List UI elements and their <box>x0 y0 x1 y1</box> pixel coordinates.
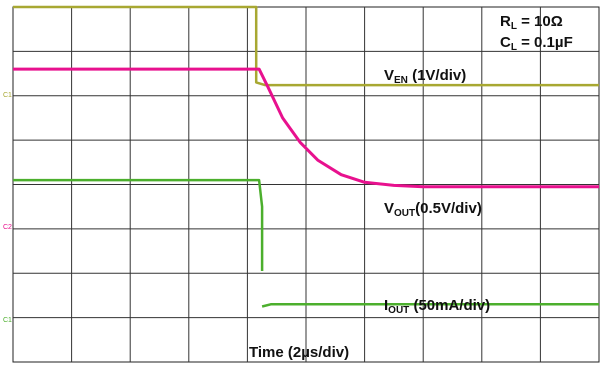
cl-condition-label: CL = 0.1µF <box>500 34 573 53</box>
iout-label-sub: OUT <box>388 305 410 316</box>
channel-marker-c1-iout: C1 <box>3 317 12 324</box>
channel-marker-c2-vout: C2 <box>3 224 12 231</box>
ven-label-main: V <box>384 67 395 84</box>
cl-subscript: L <box>510 42 517 53</box>
cl-symbol: C <box>500 34 511 51</box>
rl-condition-label: RL = 10Ω <box>500 13 563 32</box>
vout-trace-label: VOUT(0.5V/div) <box>384 200 482 219</box>
rl-symbol: R <box>500 13 511 30</box>
vout-label-scale: (0.5V/div) <box>415 200 482 217</box>
rl-value: = 10 <box>516 13 551 30</box>
traces <box>13 5 599 308</box>
vout-label-sub: OUT <box>394 208 416 219</box>
rl-ohm-symbol: Ω <box>550 13 563 30</box>
ven-label-sub: EN <box>394 75 408 86</box>
iout-label-scale: (50mA/div) <box>409 297 491 314</box>
trace-vout-c2 <box>13 178 264 271</box>
iout-trace-label: IOUT (50mA/div) <box>384 297 491 316</box>
rl-subscript: L <box>510 21 517 32</box>
time-scale-micro: µ <box>301 344 310 361</box>
ven-trace-label: VEN (1V/div) <box>384 67 467 86</box>
ven-label-scale: (1V/div) <box>407 67 467 84</box>
time-scale-unit: s/div) <box>309 344 350 361</box>
channel-marker-c1-ven: C1 <box>3 92 12 99</box>
cl-value: = 0.1 <box>516 34 555 51</box>
time-scale-label: Time (2µs/div) <box>249 344 349 361</box>
trace-ven <box>13 5 599 87</box>
iout-label-main: I <box>384 297 389 314</box>
trace-iout <box>261 303 599 308</box>
grid <box>13 7 599 362</box>
cl-unit: F <box>563 34 573 51</box>
vout-label-main: V <box>384 200 395 217</box>
time-scale-prefix: Time (2 <box>249 344 302 361</box>
trace-vout <box>13 67 599 189</box>
cl-micro-symbol: µ <box>554 34 564 51</box>
